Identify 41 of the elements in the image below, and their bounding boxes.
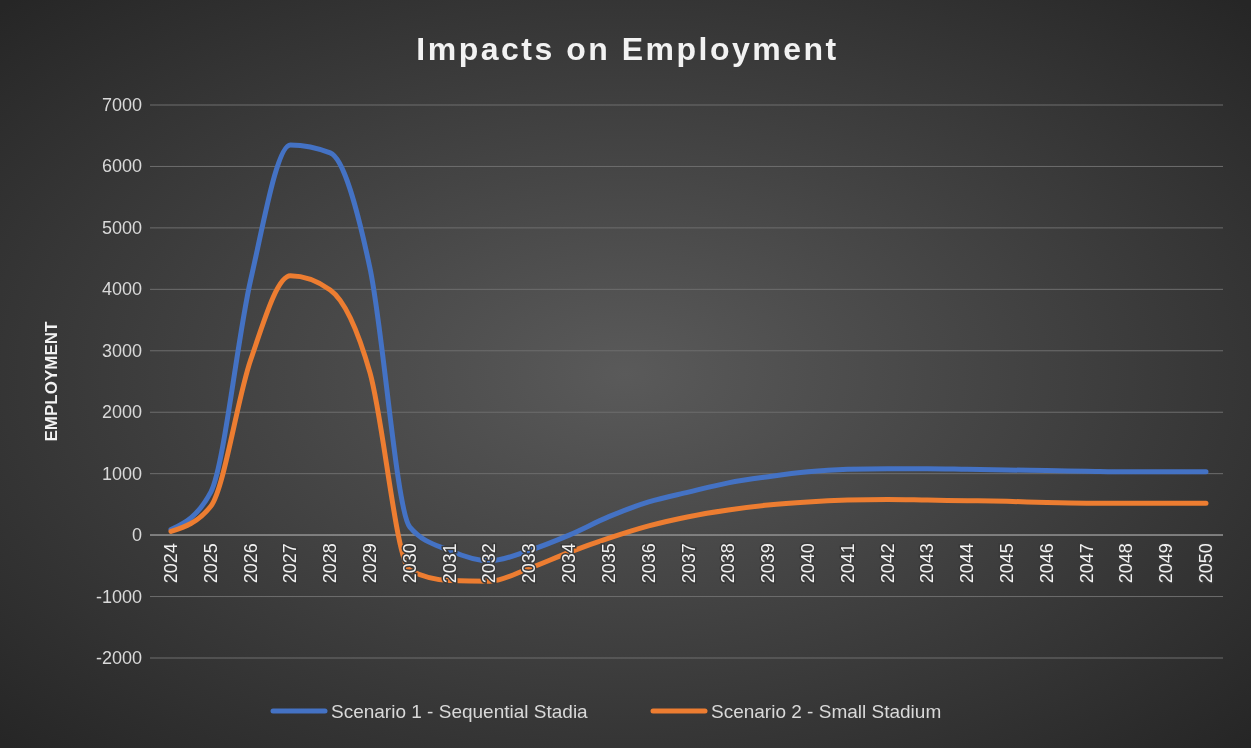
x-tick-label: 2036: [638, 543, 659, 584]
x-tick-label: 2030: [399, 543, 420, 584]
x-tick-label: 2043: [917, 543, 938, 584]
x-tick-label: 2044: [957, 543, 978, 584]
x-tick-label: 2034: [559, 543, 580, 584]
y-tick-label: 0: [131, 525, 142, 546]
x-tick-label: 2046: [1036, 543, 1057, 584]
x-tick-label: 2040: [797, 543, 818, 584]
x-tick-label: 2031: [439, 543, 460, 584]
x-tick-label: 2027: [280, 543, 301, 584]
x-tick-label: 2050: [1196, 543, 1216, 584]
x-tick-label: 2048: [1116, 543, 1137, 584]
x-tick-label: 2041: [837, 543, 858, 584]
y-tick-label: 6000: [101, 156, 142, 177]
y-tick-label: -2000: [95, 648, 142, 668]
y-axis-title: EMPLOYMENT: [42, 320, 61, 442]
x-tick-label: 2035: [598, 543, 619, 584]
x-tick-label: 2042: [877, 543, 898, 584]
legend-label: Scenario 1 - Sequential Stadia: [331, 701, 589, 722]
x-tick-label: 2033: [519, 543, 540, 584]
legend-label: Scenario 2 - Small Stadium: [711, 701, 942, 722]
y-tick-label: 2000: [101, 402, 142, 423]
x-tick-label: 2045: [996, 543, 1017, 584]
y-tick-label: 7000: [101, 95, 142, 115]
y-tick-label: -1000: [95, 586, 142, 607]
x-tick-label: 2026: [240, 543, 261, 584]
y-tick-label: 3000: [101, 340, 142, 361]
x-tick-label: 2039: [758, 543, 779, 584]
x-tick-label: 2038: [718, 543, 739, 584]
y-tick-label: 5000: [101, 217, 142, 238]
x-tick-label: 2025: [200, 543, 221, 584]
x-tick-label: 2032: [479, 543, 500, 584]
y-tick-label: 4000: [101, 279, 142, 300]
x-tick-label: 2028: [320, 543, 341, 584]
y-tick-label: 1000: [101, 463, 142, 484]
x-tick-label: 2029: [360, 543, 381, 584]
x-tick-label: 2047: [1076, 543, 1097, 584]
x-tick-label: 2037: [678, 543, 699, 584]
x-tick-label: 2049: [1156, 543, 1177, 584]
chart-title: Impacts on Employment: [416, 31, 839, 67]
x-tick-label: 2024: [161, 543, 181, 584]
